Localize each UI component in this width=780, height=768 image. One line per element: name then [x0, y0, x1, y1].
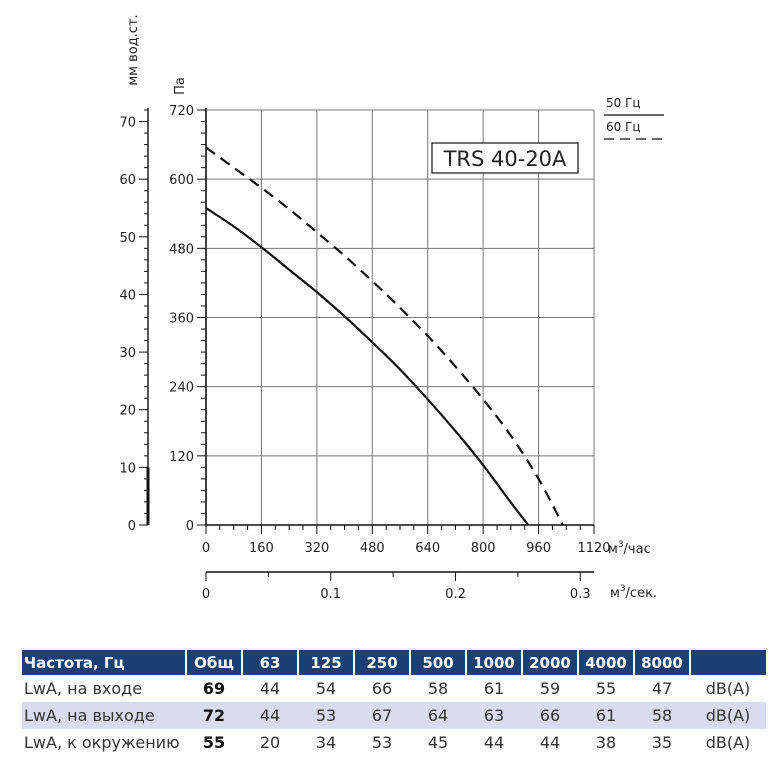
y-axis-label-mm: мм вод.ст. — [126, 14, 141, 85]
cell-63: 44 — [259, 679, 281, 698]
cell-63: 20 — [259, 733, 281, 752]
row-total: 69 — [202, 679, 226, 698]
y-tick-label-mm: 70 — [119, 116, 136, 131]
cell-250: 53 — [371, 733, 393, 752]
y-tick-label-pa: 0 — [186, 519, 194, 534]
header-4000: 4000 — [578, 650, 635, 675]
x-tick-label-m3s: 0.3 — [570, 587, 591, 602]
header-250: 250 — [354, 650, 411, 675]
cell-4000: 61 — [578, 702, 634, 729]
cell-8000: 47 — [651, 679, 673, 698]
x-axis-label-m3h: м3/час — [608, 540, 651, 557]
header-63: 63 — [242, 650, 299, 675]
cell-250: 67 — [354, 702, 410, 729]
y-tick-label-pa: 240 — [169, 381, 194, 396]
cell-1000: 44 — [483, 733, 505, 752]
table-row-surroundings: LwA, к окружению 55 20 34 53 45 44 44 38… — [22, 729, 766, 756]
x-axis-label-m3s: м3/сек. — [610, 584, 657, 601]
x-tick-label-m3s: 0.2 — [445, 587, 466, 602]
y-tick-label-pa: 360 — [169, 312, 194, 327]
cell-1000: 61 — [483, 679, 505, 698]
cell-250: 66 — [371, 679, 393, 698]
row-unit: dB(A) — [690, 702, 766, 729]
header-500: 500 — [410, 650, 467, 675]
cell-2000: 66 — [522, 702, 578, 729]
y-tick-label-pa: 120 — [169, 450, 194, 465]
cell-125: 53 — [298, 702, 354, 729]
x-tick-label-m3h: 1120 — [577, 541, 610, 556]
x-tick-label-m3s: 0 — [202, 587, 210, 602]
x-tick-label-m3h: 0 — [202, 541, 210, 556]
model-label: TRS 40-20A — [443, 147, 567, 171]
x-tick-label-m3h: 960 — [526, 541, 551, 556]
header-1000: 1000 — [466, 650, 523, 675]
y-tick-label-mm: 30 — [119, 346, 136, 361]
cell-8000: 35 — [651, 733, 673, 752]
row-label: LwA, к окружению — [24, 733, 180, 752]
y-tick-label-mm: 10 — [119, 461, 136, 476]
table-header-row: Частота, Гц Общ 63 125 250 500 1000 2000… — [22, 650, 766, 675]
series-line-50hz — [205, 207, 530, 526]
cell-2000: 44 — [539, 733, 561, 752]
header-125: 125 — [298, 650, 355, 675]
y-tick-label-pa: 480 — [169, 242, 194, 257]
cell-63: 44 — [242, 702, 298, 729]
x-tick-label-m3h: 480 — [360, 541, 385, 556]
y-tick-label-pa: 720 — [169, 104, 194, 119]
legend-label: 50 Гц — [606, 96, 641, 110]
y-tick-label-mm: 60 — [119, 173, 136, 188]
row-unit: dB(A) — [705, 733, 751, 752]
y-axis-label-pa: Па — [173, 77, 188, 95]
series-line-60hz — [205, 146, 564, 526]
header-2000: 2000 — [522, 650, 579, 675]
cell-500: 64 — [410, 702, 466, 729]
cell-8000: 58 — [634, 702, 690, 729]
cell-500: 58 — [427, 679, 449, 698]
x-tick-label-m3h: 800 — [471, 541, 496, 556]
header-unit — [690, 650, 766, 675]
row-label: LwA, на входе — [24, 679, 143, 698]
cell-4000: 55 — [595, 679, 617, 698]
row-total: 72 — [186, 702, 242, 729]
cell-1000: 63 — [466, 702, 522, 729]
x-tick-label-m3h: 160 — [249, 541, 274, 556]
sound-power-table: Частота, Гц Общ 63 125 250 500 1000 2000… — [22, 650, 766, 756]
row-label: LwA, на выходе — [22, 702, 186, 729]
x-tick-label-m3h: 320 — [304, 541, 329, 556]
fan-performance-chart: 0 120 240 360 480 600 720 Па 0 10 20 30 40 50 60 70 мм в… — [119, 14, 664, 602]
header-8000: 8000 — [634, 650, 691, 675]
y-tick-label-mm: 0 — [128, 519, 136, 534]
y-tick-label-mm: 20 — [119, 404, 136, 419]
legend-label: 60 Гц — [606, 120, 641, 134]
cell-4000: 38 — [595, 733, 617, 752]
cell-2000: 59 — [539, 679, 561, 698]
header-frequency: Частота, Гц — [22, 650, 187, 675]
x-tick-label-m3h: 640 — [415, 541, 440, 556]
model-label-box — [431, 142, 579, 174]
x-tick-label-m3s: 0.1 — [320, 587, 341, 602]
y-tick-label-mm: 50 — [119, 231, 136, 246]
table-row-outlet: LwA, на выходе 72 44 53 67 64 63 66 61 5… — [22, 702, 766, 729]
row-total: 55 — [202, 733, 226, 752]
cell-500: 45 — [427, 733, 449, 752]
cell-125: 34 — [315, 733, 337, 752]
cell-125: 54 — [315, 679, 337, 698]
row-unit: dB(A) — [705, 679, 751, 698]
table-row-inlet: LwA, на входе 69 44 54 66 58 61 59 55 47… — [22, 675, 766, 702]
header-total: Общ — [186, 650, 243, 675]
y-tick-label-pa: 600 — [169, 173, 194, 188]
y-tick-label-mm: 40 — [119, 288, 136, 303]
